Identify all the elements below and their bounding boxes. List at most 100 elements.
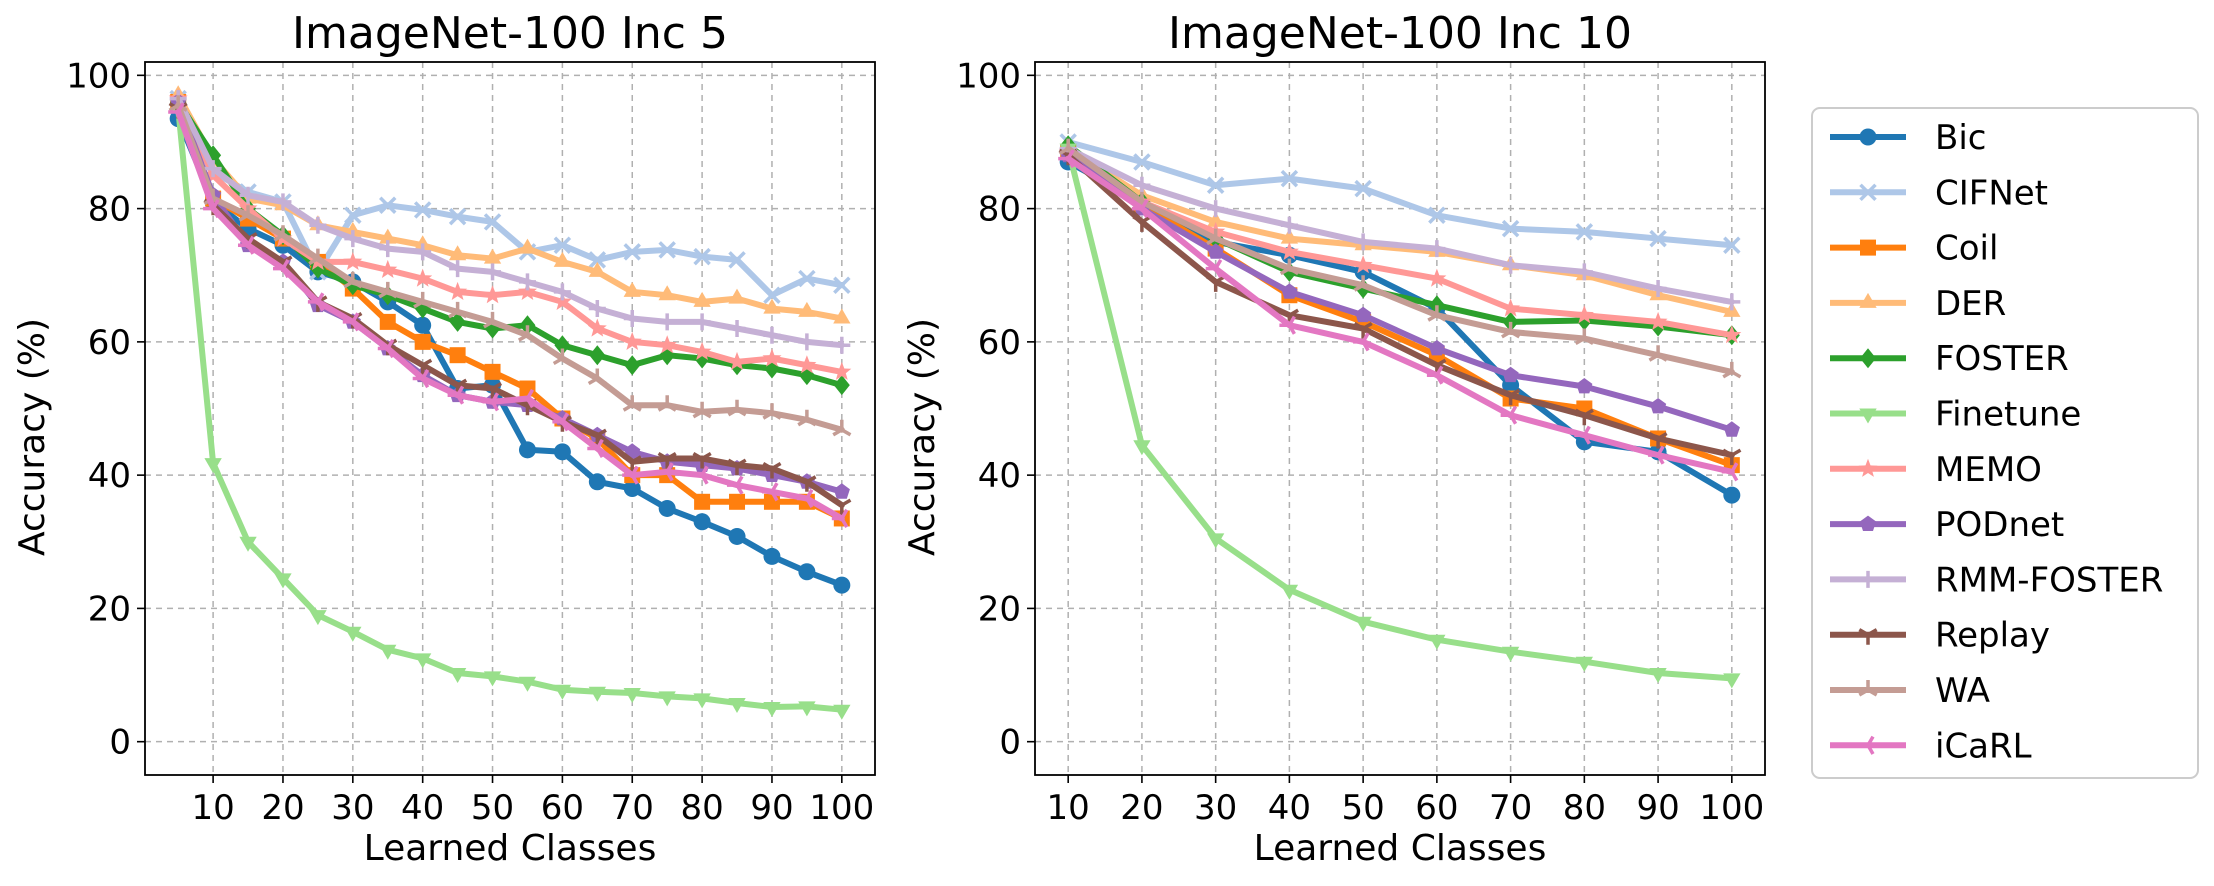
x-tick-label: 70 [1489, 788, 1532, 828]
data-point [1502, 311, 1519, 332]
data-point [553, 283, 571, 301]
data-point [1648, 311, 1668, 330]
data-point [657, 395, 677, 412]
data-point [448, 245, 467, 261]
data-point [1721, 462, 1739, 482]
data-point [482, 392, 500, 412]
y-axis-label: Accuracy (%) [902, 318, 943, 556]
data-point [1574, 408, 1594, 426]
x-tick-label: 20 [261, 788, 304, 828]
data-point [832, 361, 852, 380]
data-point [798, 301, 816, 317]
chart-inc10: ImageNet-100 Inc 10 Learned Classes Accu… [902, 8, 1766, 869]
series-line [175, 99, 845, 522]
data-point [1648, 431, 1668, 449]
data-point [623, 243, 641, 261]
data-point [1723, 293, 1741, 311]
legend-item: PODnet [1830, 505, 2064, 545]
legend-marker [1859, 183, 1877, 202]
legend-label: FOSTER [1935, 339, 2069, 379]
grid [145, 62, 875, 775]
data-point [833, 308, 851, 324]
data-point [378, 259, 398, 278]
data-point [1353, 332, 1370, 352]
data-point [622, 455, 642, 472]
data-point [587, 428, 607, 446]
data-point [274, 573, 292, 589]
legend-marker [1858, 458, 1878, 477]
chart-title: ImageNet-100 Inc 10 [1168, 8, 1632, 59]
x-tick-label: 60 [1415, 788, 1458, 828]
data-point [517, 325, 537, 342]
data-point [552, 348, 572, 366]
data-point [237, 235, 255, 255]
data-point [1501, 321, 1521, 339]
data-point [204, 458, 222, 474]
data-point [553, 684, 572, 700]
data-point [588, 300, 606, 318]
legend-item: DER [1830, 284, 2006, 324]
data-point [623, 310, 641, 328]
data-point [1723, 673, 1741, 689]
data-point [1353, 255, 1373, 274]
data-point [1281, 283, 1298, 299]
data-point [308, 248, 328, 266]
data-point [588, 473, 606, 491]
legend-item: Coil [1830, 229, 1998, 269]
series-wa [168, 95, 852, 437]
data-point [1649, 280, 1667, 298]
data-point [1428, 206, 1446, 224]
data-point [762, 403, 782, 420]
series-icarl [1058, 149, 1739, 482]
data-point [413, 291, 433, 309]
x-tick-label: 60 [541, 788, 584, 828]
data-point [833, 336, 851, 354]
data-point [239, 186, 257, 204]
data-point [693, 247, 711, 266]
data-point [379, 240, 397, 258]
x-tick-label: 90 [750, 788, 793, 828]
data-point [379, 228, 397, 244]
data-point [379, 196, 397, 215]
series-line [175, 109, 845, 522]
data-point [414, 333, 431, 350]
x-tick-label: 100 [809, 788, 874, 828]
data-point [763, 493, 780, 510]
data-point [763, 298, 781, 314]
legend-label: CIFNet [1935, 173, 2048, 213]
data-point [1575, 656, 1593, 672]
legend: Bic CIFNet Coil DER FOSTER Finetune MEMO PODnet… [1811, 107, 2199, 779]
data-point [763, 286, 781, 304]
data-point [554, 335, 571, 356]
series-foster [170, 91, 850, 396]
series-line [1065, 139, 1735, 249]
data-point [1502, 366, 1519, 383]
data-point [1428, 240, 1446, 258]
data-point [1205, 259, 1223, 279]
data-point [658, 285, 676, 301]
data-point [1206, 228, 1226, 246]
data-point [273, 225, 293, 242]
data-point [1502, 256, 1520, 274]
data-point [1354, 179, 1372, 198]
series-bic [169, 110, 851, 594]
data-point [483, 671, 502, 687]
y-tick-label: 20 [88, 589, 131, 629]
data-point [309, 610, 327, 626]
legend-item: WA [1830, 671, 1990, 711]
series-group [168, 85, 852, 720]
series-coil [170, 93, 850, 527]
x-tick-label: 30 [331, 788, 374, 828]
legend-marker [1860, 348, 1876, 369]
data-point [833, 276, 851, 294]
legend-item: Replay [1830, 616, 2050, 656]
data-point [1280, 216, 1298, 234]
series-line [1065, 145, 1735, 315]
data-point [1428, 340, 1445, 356]
x-tick-label: 10 [191, 788, 234, 828]
data-point [623, 479, 641, 497]
data-point [692, 401, 712, 419]
data-point [483, 381, 503, 399]
legend-label: Bic [1935, 118, 1986, 158]
